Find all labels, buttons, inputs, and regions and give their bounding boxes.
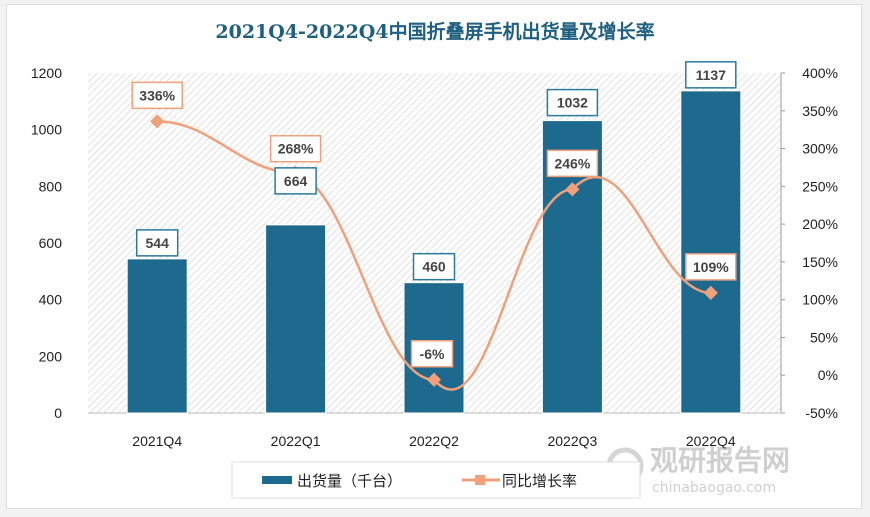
x-axis-tick: 2021Q4 — [132, 433, 182, 449]
left-axis-tick: 0 — [54, 405, 62, 421]
bar-data-label-box — [135, 229, 179, 257]
growth-marker — [703, 285, 718, 300]
watermark-url: chinabaogao.com — [652, 480, 776, 496]
right-axis-tick: -50% — [805, 405, 838, 421]
right-axis-tick: 250% — [802, 178, 838, 194]
growth-data-label: 268% — [278, 141, 314, 157]
bar-data-label-box — [546, 88, 599, 117]
bar-data-label-box — [685, 61, 737, 89]
right-axis-tick: 350% — [802, 103, 838, 119]
bar-data-label: 1032 — [557, 95, 588, 111]
growth-data-label-box — [269, 134, 322, 163]
legend-line-label: 同比增长率 — [502, 472, 577, 490]
right-axis-tick: 0% — [818, 367, 838, 383]
x-axis-tick: 2022Q3 — [547, 433, 597, 449]
x-axis-tick: 2022Q2 — [409, 433, 459, 449]
bar-data-label: 544 — [146, 235, 170, 251]
right-axis-tick: 200% — [802, 216, 838, 232]
bar-data-label-box — [412, 252, 456, 281]
left-axis-tick: 200 — [39, 348, 63, 364]
growth-data-label: -6% — [420, 346, 445, 362]
left-axis-tick: 1200 — [31, 65, 62, 81]
right-axis-tick: 100% — [802, 292, 838, 308]
x-axis-tick: 2022Q1 — [271, 433, 321, 449]
left-axis-tick: 600 — [39, 235, 63, 251]
bar-data-label: 1137 — [696, 67, 727, 83]
x-axis-tick: 2022Q4 — [686, 433, 736, 449]
growth-line — [157, 120, 711, 391]
right-axis-tick: 400% — [802, 65, 838, 81]
left-axis-tick: 1000 — [31, 122, 62, 138]
growth-data-label-box — [410, 340, 454, 368]
legend-bar-swatch — [262, 476, 292, 484]
legend-line-marker — [475, 475, 485, 485]
bar — [265, 224, 327, 414]
right-axis-tick: 50% — [810, 329, 838, 345]
bar — [680, 90, 742, 414]
legend: 出货量（千台） 同比增长率 — [231, 461, 641, 499]
right-axis-tick: 150% — [802, 254, 838, 270]
growth-data-label: 336% — [139, 87, 175, 103]
legend-bar-label: 出货量（千台） — [297, 472, 402, 490]
growth-marker — [426, 372, 442, 387]
growth-data-label-box — [131, 81, 183, 110]
bar-data-label-box — [274, 167, 317, 195]
left-axis-tick: 400 — [39, 292, 63, 308]
right-axis-tick: 300% — [802, 141, 838, 157]
bar — [126, 258, 188, 414]
growth-data-label: 246% — [554, 155, 590, 171]
bar-data-label: 664 — [284, 173, 308, 189]
chart-title: 2021Q4-2022Q4中国折叠屏手机出货量及增长率 — [215, 20, 654, 43]
left-axis-tick: 800 — [39, 178, 63, 194]
watermark-text: 观研报告网 — [650, 444, 790, 477]
bar-data-label: 460 — [422, 259, 446, 275]
growth-data-label: 109% — [693, 259, 729, 275]
growth-data-label-box — [546, 149, 599, 178]
growth-marker — [565, 182, 580, 197]
growth-data-label-box — [685, 253, 737, 281]
